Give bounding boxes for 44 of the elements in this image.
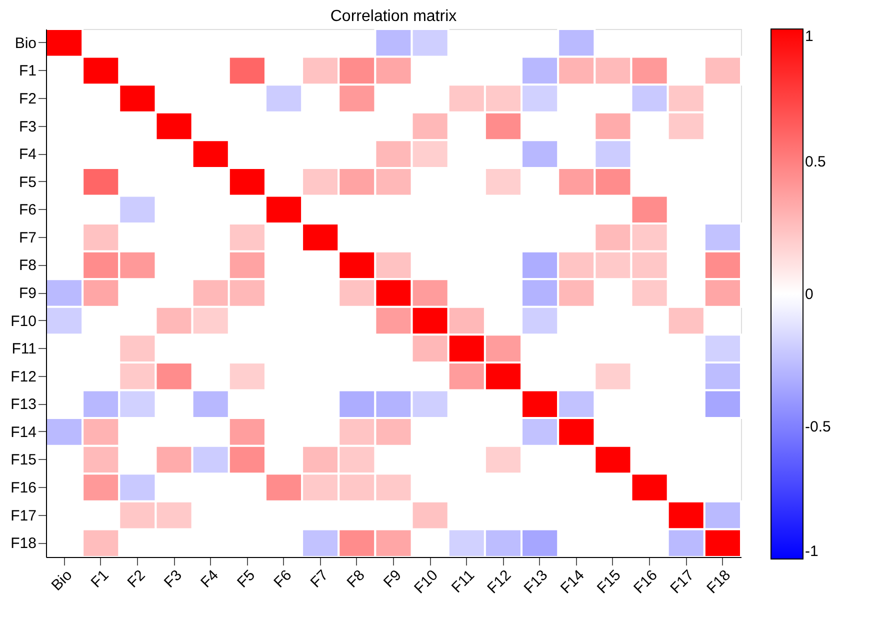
x-tick-label: F4 [198, 566, 222, 592]
y-tick-label: F10 [10, 312, 36, 330]
y-tick-label: F5 [18, 174, 36, 191]
x-tick-label: F13 [520, 566, 552, 598]
color-bar-label: 0 [805, 286, 814, 303]
y-tick-label: F9 [18, 285, 36, 302]
x-tick-label: F8 [344, 566, 368, 592]
x-tick-label: F6 [270, 566, 296, 592]
y-tick-label: F7 [18, 229, 36, 246]
y-tick-label: F16 [10, 480, 36, 497]
y-tick-label: F14 [10, 424, 36, 441]
y-tick-label: F11 [12, 340, 36, 358]
color-bar-label: 0.5 [805, 154, 826, 170]
y-tick-label: F4 [18, 146, 36, 164]
y-tick-label: F18 [10, 535, 36, 552]
x-tick-label: F16 [630, 566, 661, 598]
chart-title: Correlation matrix [330, 8, 457, 25]
y-tick-label: F3 [18, 118, 36, 136]
color-bar-label: -1 [805, 543, 818, 560]
y-tick-label: F1 [18, 62, 36, 80]
x-tick-label: F1 [88, 566, 112, 592]
y-tick-label: F13 [10, 396, 36, 414]
color-bar-label: -0.5 [805, 418, 831, 436]
x-tick-label: F2 [124, 566, 149, 592]
y-tick-label: F2 [18, 90, 36, 108]
y-tick-label: Bio [14, 34, 36, 52]
x-tick-label: F12 [484, 566, 515, 598]
x-tick-label: F7 [307, 566, 332, 592]
x-tick-label: F5 [234, 566, 258, 592]
x-tick-label: F15 [594, 566, 624, 598]
x-tick-label: F14 [557, 566, 588, 598]
color-bar-label: 1 [805, 28, 814, 45]
y-tick-label: F6 [18, 202, 36, 219]
y-tick-label: F17 [10, 507, 36, 524]
x-tick-label: F9 [380, 566, 405, 592]
x-tick-label: F18 [704, 566, 734, 598]
x-tick-label: Bio [48, 566, 76, 594]
y-tick-label: F12 [10, 368, 36, 386]
y-tick-label: F8 [18, 257, 36, 274]
y-tick-label: F15 [10, 452, 36, 469]
x-tick-label: F3 [160, 566, 186, 592]
x-tick-label: F11 [448, 566, 478, 596]
x-tick-label: F17 [667, 566, 698, 598]
x-tick-label: F10 [411, 566, 442, 598]
